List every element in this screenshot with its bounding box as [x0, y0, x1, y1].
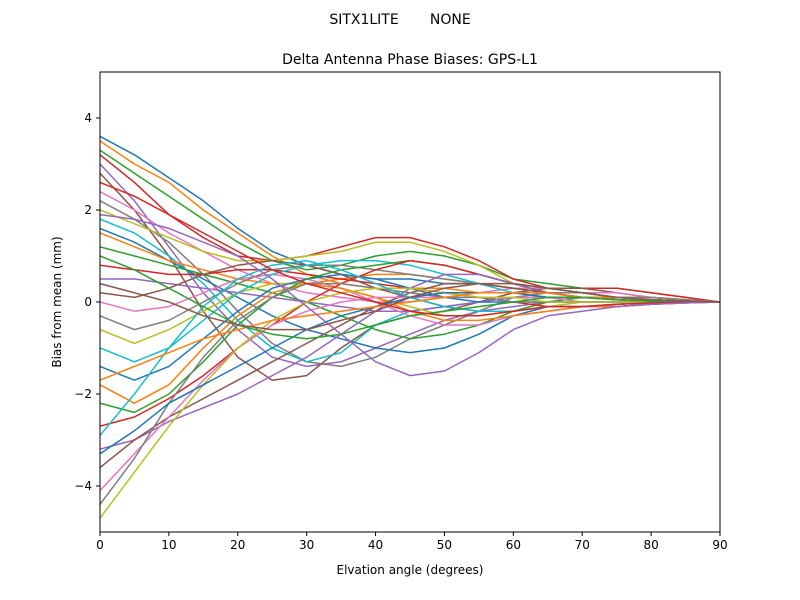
- y-tick-label: −4: [74, 479, 92, 493]
- x-tick-label: 80: [643, 538, 658, 552]
- series-line-4: [100, 154, 720, 303]
- x-tick-label: 30: [299, 538, 314, 552]
- x-tick-label: 10: [161, 538, 176, 552]
- x-tick-label: 70: [575, 538, 590, 552]
- x-tick-label: 40: [368, 538, 383, 552]
- series-line-34: [100, 181, 720, 317]
- x-tick-label: 20: [230, 538, 245, 552]
- figure-suptitle: SITX1LITE NONE: [329, 12, 470, 28]
- y-axis-label: Bias from mean (mm): [50, 236, 64, 367]
- x-tick-label: 90: [712, 538, 727, 552]
- y-tick-label: −2: [74, 387, 92, 401]
- x-tick-label: 50: [437, 538, 452, 552]
- y-tick-label: 2: [84, 203, 92, 217]
- y-tick-label: 0: [84, 295, 92, 309]
- x-axis-label: Elvation angle (degrees): [337, 563, 484, 577]
- y-axis: −4 −2 0 2 4: [74, 111, 100, 493]
- series-layer: [100, 135, 720, 519]
- series-line-36: [100, 282, 720, 331]
- chart-title: Delta Antenna Phase Biases: GPS-L1: [282, 52, 538, 68]
- y-tick-label: 4: [84, 111, 92, 125]
- series-line-33: [100, 255, 720, 340]
- x-tick-label: 60: [506, 538, 521, 552]
- series-line-35: [100, 213, 720, 377]
- x-tick-label: 0: [96, 538, 104, 552]
- x-axis: 0 10 20 30 40 50 60 70 80 90: [96, 532, 728, 552]
